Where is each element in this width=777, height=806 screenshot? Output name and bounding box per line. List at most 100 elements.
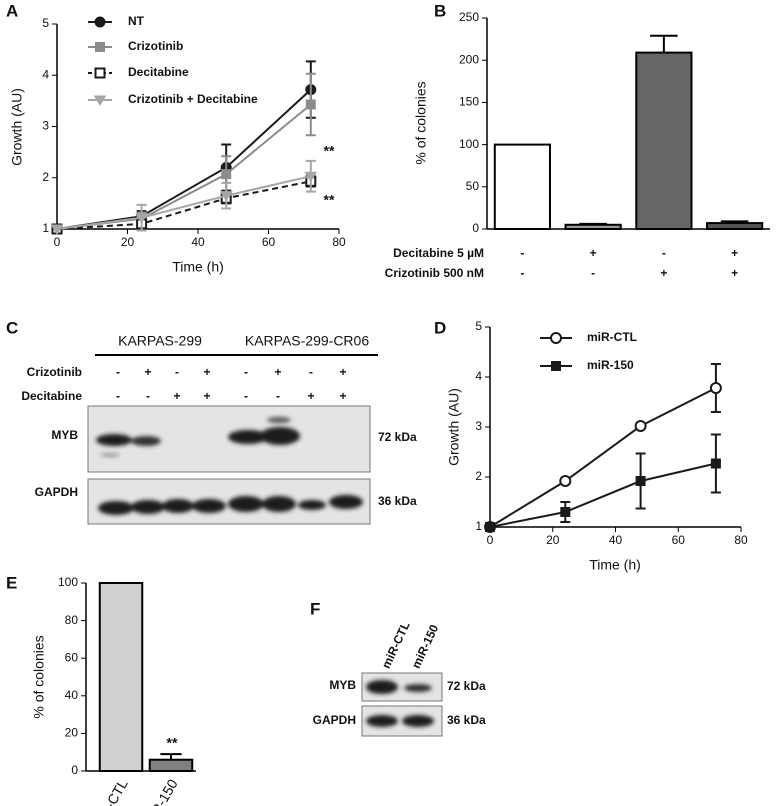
treatment-sign: - [244, 365, 248, 379]
blot-f: miR-CTL miR-150 MYB 72 kDa GAPDH 36 kDa [313, 619, 486, 737]
y-tick-label: 3 [42, 119, 49, 133]
legend-label: Decitabine [128, 65, 189, 79]
y-tick-label: 2 [475, 469, 482, 483]
condition-sign: + [731, 266, 738, 280]
series [50, 159, 318, 235]
x-tick-label: 40 [609, 533, 623, 547]
y-tick-label: 100 [58, 575, 78, 589]
condition-sign: - [520, 266, 524, 280]
condition-label: Decitabine 5 µM [393, 246, 484, 260]
size-label: 72 kDa [447, 679, 486, 693]
marker [50, 224, 64, 235]
legend-label: NT [128, 14, 145, 28]
treatment-label: Crizotinib [27, 365, 82, 379]
treatment-sign: - [175, 365, 179, 379]
line [489, 462, 717, 528]
treatment-sign: + [274, 365, 281, 379]
series [484, 363, 722, 533]
y-tick-label: 2 [42, 170, 49, 184]
x-tick-label: 20 [121, 235, 135, 249]
treatment-sign: + [339, 389, 346, 403]
legend-label: miR-150 [587, 358, 634, 372]
line [56, 180, 311, 230]
marker [709, 382, 722, 394]
x-tick-label: 40 [191, 235, 205, 249]
treatment-sign: - [116, 389, 120, 403]
legend-marker [551, 361, 561, 371]
marker [710, 458, 721, 469]
annotation: ** [324, 192, 335, 208]
legend-label: miR-CTL [587, 330, 637, 344]
y-tick-label: 150 [459, 95, 479, 109]
condition-sign: + [731, 246, 738, 260]
bands [96, 417, 300, 457]
condition-label: Crizotinib 500 nM [385, 266, 484, 280]
y-tick-label: 4 [42, 67, 49, 81]
protein-label: MYB [51, 428, 78, 442]
bands [366, 680, 432, 694]
x-tick-label: 80 [734, 533, 748, 547]
y-tick-label: 5 [475, 319, 482, 333]
treatment-label: Decitabine [21, 389, 82, 403]
x-tick-label: 0 [54, 235, 61, 249]
condition-sign: - [662, 246, 666, 260]
x-tick-label: 20 [546, 533, 560, 547]
blot-c: KARPAS-299 KARPAS-299-CR06 Crizotinib De… [21, 333, 417, 525]
bar [148, 758, 194, 772]
marker [559, 475, 572, 487]
panel-label: C [6, 318, 18, 337]
legend-marker [94, 16, 106, 28]
series [485, 433, 721, 532]
marker [221, 169, 232, 180]
treatment-sign: - [244, 389, 248, 403]
y-tick-label: 1 [42, 221, 49, 235]
marker [305, 99, 316, 110]
line [56, 103, 312, 230]
bar [493, 143, 551, 231]
size-label: 36 kDa [447, 713, 486, 727]
bar [98, 582, 144, 772]
x-tick-label: 0 [487, 533, 494, 547]
bar [564, 223, 622, 230]
y-axis-label: Growth (AU) [9, 88, 25, 166]
treatment-sign: + [203, 389, 210, 403]
protein-label: GAPDH [313, 713, 356, 727]
y-tick-label: 200 [459, 52, 479, 66]
y-tick-label: 100 [459, 137, 479, 151]
x-axis-label: Time (h) [172, 259, 224, 275]
bands [366, 715, 434, 727]
y-tick-label: 60 [65, 650, 79, 664]
marker [219, 191, 233, 202]
marker [634, 420, 647, 432]
marker [135, 213, 148, 224]
y-tick-label: 40 [65, 688, 79, 702]
x-tick-label: 60 [262, 235, 276, 249]
series [51, 60, 317, 235]
lane-label: miR-150 [409, 622, 442, 671]
y-tick-label: 1 [475, 519, 482, 533]
legend-marker [95, 42, 105, 52]
legend-marker [94, 67, 106, 79]
legend-marker [93, 95, 107, 106]
condition-sign: - [520, 246, 524, 260]
lane-label: miR-CTL [379, 619, 413, 670]
error-bar [650, 34, 678, 53]
treatment-sign: - [146, 389, 150, 403]
annotation: ** [324, 143, 335, 159]
x-tick-label: miR-150 [140, 776, 180, 806]
line [56, 88, 312, 230]
protein-label: MYB [329, 678, 356, 692]
protein-label: GAPDH [35, 485, 78, 499]
y-tick-label: 0 [472, 221, 479, 235]
line [56, 175, 312, 230]
y-tick-label: 80 [65, 613, 79, 627]
y-tick-label: 5 [42, 16, 49, 30]
bar [706, 222, 764, 230]
treatment-sign: + [144, 365, 151, 379]
size-label: 72 kDa [378, 430, 417, 444]
bands [98, 495, 363, 515]
marker [304, 171, 318, 183]
treatment-sign: + [307, 389, 314, 403]
y-tick-label: 20 [65, 726, 79, 740]
marker [635, 476, 646, 486]
